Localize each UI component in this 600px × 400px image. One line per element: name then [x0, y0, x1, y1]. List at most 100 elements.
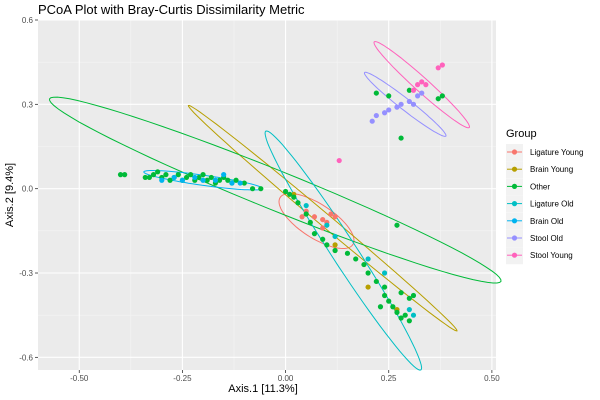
point-other	[402, 312, 408, 318]
point-other	[373, 278, 379, 285]
point-other	[167, 177, 173, 183]
legend-key-brain-young	[511, 166, 518, 172]
point-brain-young	[365, 284, 371, 290]
point-other	[324, 242, 330, 248]
point-ligature-old	[332, 233, 338, 240]
point-other	[216, 177, 223, 183]
plot-panel	[38, 20, 496, 370]
ellipse-stool-young	[373, 41, 471, 129]
y-axis-title: Axis.2 [9.4%]	[4, 163, 16, 227]
point-other	[117, 172, 124, 178]
point-other	[122, 172, 128, 178]
point-stool-old	[386, 107, 392, 113]
point-other	[142, 174, 148, 181]
point-stool-young	[415, 82, 421, 88]
point-other	[344, 250, 351, 256]
legend-key-ligature-old	[511, 201, 518, 207]
point-other	[241, 180, 247, 186]
ellipse-brain-young	[187, 104, 458, 332]
point-other	[204, 177, 210, 183]
point-stool-young	[336, 157, 342, 164]
x-axis-title: Axis.1 [11.3%]	[228, 383, 298, 395]
y-tick-label: -0.3	[19, 269, 33, 278]
point-other	[208, 174, 214, 181]
point-ligature-young	[320, 216, 326, 223]
point-other	[295, 200, 301, 206]
point-other	[175, 172, 181, 178]
grid-lines	[38, 19, 496, 370]
point-other	[398, 315, 404, 321]
point-stool-young	[423, 82, 429, 88]
legend-key-stool-old	[511, 235, 518, 241]
legend-key-other	[511, 183, 518, 189]
point-other	[155, 169, 161, 175]
point-ligature-young	[299, 214, 305, 220]
point-stool-old	[369, 118, 375, 124]
point-other	[394, 309, 400, 315]
legend-key-stool-young	[511, 252, 518, 258]
point-other	[373, 90, 379, 96]
legend-label-stool-young: Stool Young	[530, 251, 573, 260]
point-other	[233, 177, 239, 183]
ellipse-brain-old	[143, 170, 263, 191]
point-other	[188, 172, 194, 178]
point-other	[163, 172, 169, 178]
point-other	[303, 211, 309, 217]
point-ligature-old	[303, 202, 309, 209]
x-tick-label: -0.25	[173, 374, 192, 383]
legend-label-brain-old: Brain Old	[530, 217, 563, 226]
point-other	[365, 270, 371, 276]
point-other	[435, 96, 441, 102]
point-other	[398, 135, 404, 141]
legend-label-brain-young: Brain Young	[530, 165, 573, 174]
y-tick-label: -0.6	[19, 353, 33, 362]
point-stool-old	[373, 112, 379, 119]
x-axis-ticks: -0.50 -0.25 0.00 0.25 0.50	[70, 370, 500, 383]
point-ligature-old	[406, 306, 412, 313]
legend-key-brain-old	[511, 218, 518, 224]
point-stool-old	[419, 90, 425, 96]
x-tick-label: -0.50	[70, 374, 89, 383]
point-stool-young	[435, 65, 441, 71]
point-other	[311, 231, 318, 237]
point-stool-old	[415, 93, 421, 99]
point-stool-old	[398, 101, 404, 107]
point-stool-young	[439, 62, 445, 68]
point-other	[394, 222, 400, 228]
point-brain-old	[192, 174, 198, 181]
point-other	[249, 186, 256, 192]
point-ligature-old	[381, 270, 388, 276]
point-other	[381, 292, 388, 299]
point-other	[225, 177, 231, 183]
legend-label-other: Other	[530, 182, 550, 191]
point-other	[439, 93, 445, 99]
point-ligature-old	[365, 256, 371, 262]
point-other	[381, 284, 388, 290]
point-other	[287, 191, 293, 197]
point-other	[398, 290, 404, 296]
point-other	[196, 174, 202, 181]
point-stool-young	[419, 79, 425, 85]
point-other	[377, 304, 384, 310]
point-ligature-young	[332, 214, 338, 220]
point-ligature-old	[324, 222, 330, 228]
point-brain-old	[212, 177, 219, 183]
point-ligature-young	[311, 214, 318, 220]
point-ligature-young	[328, 211, 334, 217]
point-other	[200, 172, 206, 178]
point-other	[291, 194, 297, 200]
point-ligature-young	[320, 225, 326, 231]
point-ligature-old	[410, 312, 417, 318]
point-other	[361, 261, 367, 268]
point-brain-old	[179, 177, 186, 183]
chart-title: PCoA Plot with Bray-Curtis Dissimilarity…	[38, 2, 305, 17]
point-brain-old	[221, 172, 227, 178]
point-other	[146, 174, 153, 181]
y-tick-label: 0.6	[22, 16, 34, 25]
y-axis-ticks: -0.6 -0.3 0.0 0.3 0.6	[19, 16, 38, 362]
point-brain-young	[332, 242, 338, 248]
ellipse-stool-old	[363, 71, 447, 137]
point-other	[386, 93, 392, 99]
point-other	[320, 236, 326, 242]
ellipses	[48, 41, 502, 371]
